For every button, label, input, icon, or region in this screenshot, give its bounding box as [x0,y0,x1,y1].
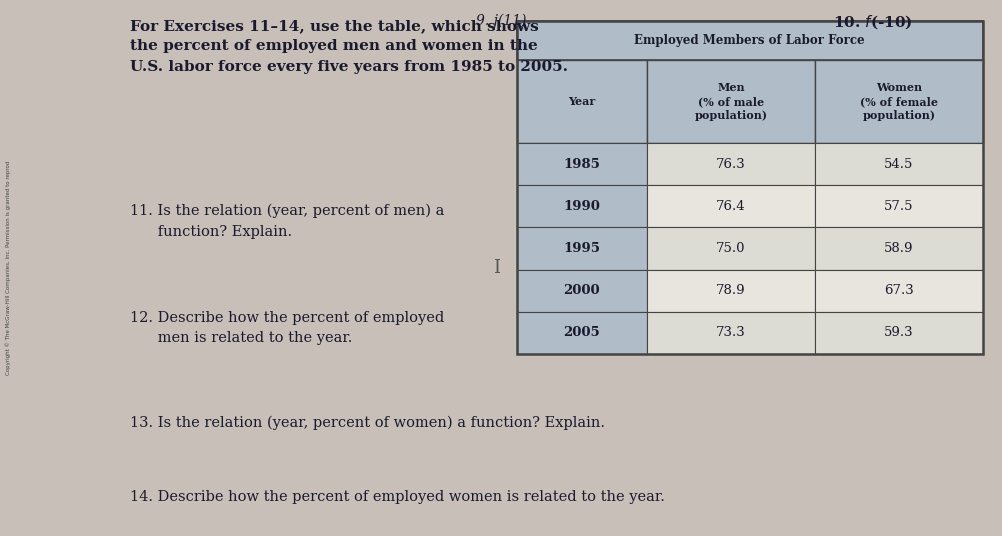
Text: 14. Describe how the percent of employed women is related to the year.: 14. Describe how the percent of employed… [130,490,664,504]
Bar [516,227,646,270]
Bar [646,60,815,143]
Bar [815,311,982,354]
Text: 78.9: 78.9 [715,284,745,297]
Bar [815,143,982,185]
Text: Employed Members of Labor Force: Employed Members of Labor Force [634,34,864,47]
Text: 67.3: 67.3 [883,284,913,297]
Text: 73.3: 73.3 [715,326,745,339]
Text: For Exercises 11–14, use the table, which shows
the percent of employed men and : For Exercises 11–14, use the table, whic… [130,19,568,74]
Bar [646,270,815,311]
Bar [516,311,646,354]
Text: 57.5: 57.5 [884,200,913,213]
Bar [646,311,815,354]
Text: 76.4: 76.4 [715,200,745,213]
Bar [516,185,646,227]
Text: Men
(% of male
population): Men (% of male population) [694,83,767,121]
Bar [516,270,646,311]
Text: 58.9: 58.9 [884,242,913,255]
Bar [646,143,815,185]
Bar [815,60,982,143]
Text: 54.5: 54.5 [884,158,913,170]
Text: 1995: 1995 [563,242,600,255]
Text: 12. Describe how the percent of employed
      men is related to the year.: 12. Describe how the percent of employed… [130,311,444,346]
Text: 59.3: 59.3 [884,326,913,339]
Text: Year: Year [568,96,595,107]
Bar [815,185,982,227]
Text: 75.0: 75.0 [715,242,745,255]
Bar [646,185,815,227]
Bar [516,21,982,354]
Text: Copyright © The McGraw-Hill Companies, Inc. Permission is granted to reprod: Copyright © The McGraw-Hill Companies, I… [5,161,11,375]
Text: 13. Is the relation (year, percent of women) a function? Explain.: 13. Is the relation (year, percent of wo… [130,415,605,430]
Bar [516,143,646,185]
Text: I: I [493,259,499,277]
Bar [815,227,982,270]
Text: 1990: 1990 [563,200,599,213]
Text: Women
(% of female
population): Women (% of female population) [859,83,937,121]
Text: 10. $f$(-10): 10. $f$(-10) [832,13,912,31]
Bar [815,270,982,311]
Text: 11. Is the relation (year, percent of men) a
      function? Explain.: 11. Is the relation (year, percent of me… [130,204,444,239]
Text: 76.3: 76.3 [715,158,745,170]
Bar [646,227,815,270]
Bar [516,60,646,143]
Text: 9. j(11): 9. j(11) [476,13,526,28]
Bar [516,21,982,60]
Text: 2000: 2000 [563,284,599,297]
Text: 1985: 1985 [563,158,599,170]
Text: 2005: 2005 [563,326,599,339]
